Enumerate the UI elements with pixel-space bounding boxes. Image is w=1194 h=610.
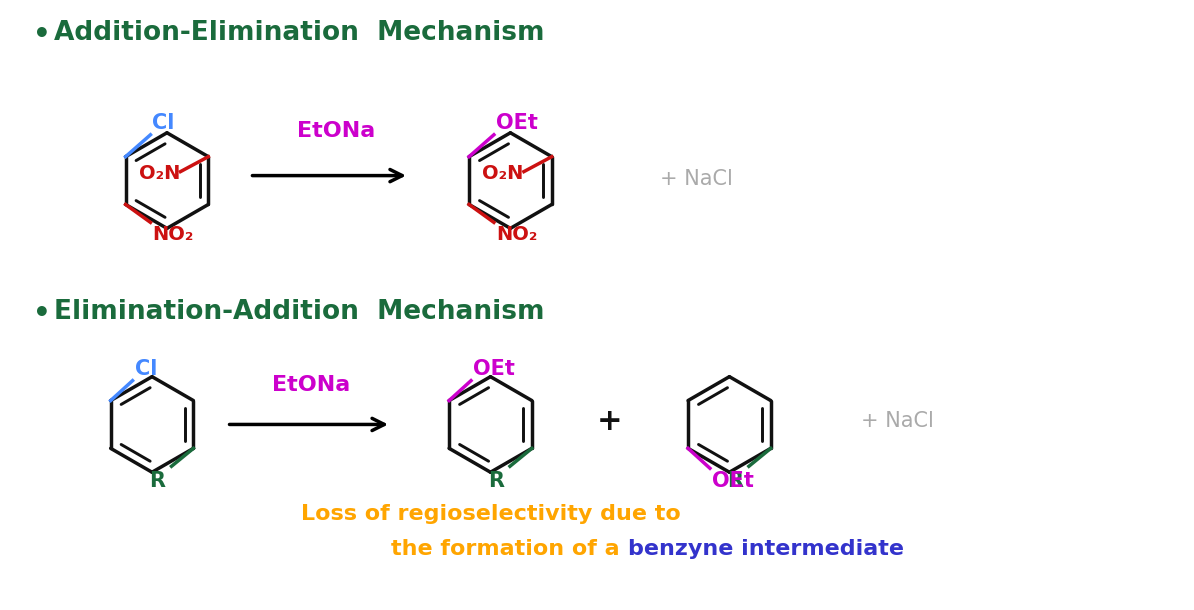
Text: NO₂: NO₂ xyxy=(496,225,537,245)
Text: EtONa: EtONa xyxy=(297,121,375,141)
Text: •: • xyxy=(32,21,50,49)
Text: benzyne intermediate: benzyne intermediate xyxy=(628,539,904,559)
Text: Cl: Cl xyxy=(153,113,174,133)
Text: the formation of a: the formation of a xyxy=(390,539,627,559)
Text: OEt: OEt xyxy=(473,359,515,379)
Text: OEt: OEt xyxy=(712,472,753,491)
Text: R: R xyxy=(727,472,743,491)
Text: EtONa: EtONa xyxy=(272,375,350,395)
Text: NO₂: NO₂ xyxy=(153,225,193,245)
Text: Addition-Elimination  Mechanism: Addition-Elimination Mechanism xyxy=(55,20,544,46)
Text: O₂N: O₂N xyxy=(139,164,180,183)
Text: •: • xyxy=(32,300,50,328)
Text: Cl: Cl xyxy=(135,359,156,379)
Text: Elimination-Addition  Mechanism: Elimination-Addition Mechanism xyxy=(55,299,544,325)
Text: + NaCl: + NaCl xyxy=(660,168,733,188)
Text: + NaCl: + NaCl xyxy=(861,412,934,431)
Text: R: R xyxy=(488,472,504,491)
Text: R: R xyxy=(149,472,166,491)
Text: +: + xyxy=(597,407,623,436)
Text: O₂N: O₂N xyxy=(482,164,523,183)
Text: Loss of regioselectivity due to: Loss of regioselectivity due to xyxy=(301,504,681,524)
Text: OEt: OEt xyxy=(496,113,537,133)
